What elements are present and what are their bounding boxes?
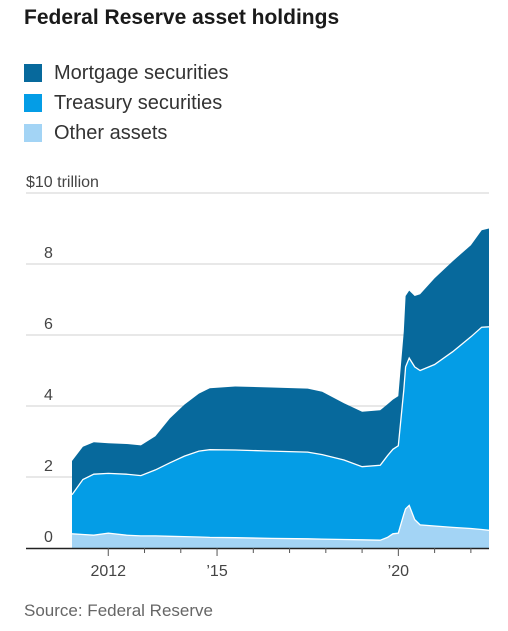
x-axis	[26, 547, 489, 556]
x-tick-label: ’20	[388, 563, 409, 580]
legend-item-treasury: Treasury securities	[24, 88, 229, 118]
series-boundary-line	[71, 326, 490, 496]
x-tick-label: 2012	[90, 563, 126, 580]
legend-item-mortgage: Mortgage securities	[24, 58, 229, 88]
legend-label-treasury: Treasury securities	[54, 91, 223, 114]
y-tick-label: 8	[44, 245, 53, 262]
legend-swatch-other	[24, 124, 42, 142]
source-note: Source: Federal Reserve	[24, 601, 213, 620]
area-series	[71, 228, 490, 548]
legend-swatch-mortgage	[24, 64, 42, 82]
y-tick-label: 4	[44, 387, 53, 404]
area-other-assets	[72, 505, 489, 548]
legend: Mortgage securities Treasury securities …	[24, 58, 229, 148]
legend-swatch-treasury	[24, 94, 42, 112]
y-tick-label: 6	[44, 316, 53, 333]
y-axis-unit-label: $10 trillion	[26, 174, 99, 191]
series-boundary-line	[71, 504, 490, 541]
axis-labels: $10 trillion 0 2 4 6 8 2012 ’15 ’20	[26, 174, 409, 580]
y-tick-label: 2	[44, 458, 53, 475]
legend-label-mortgage: Mortgage securities	[54, 61, 229, 84]
legend-label-other: Other assets	[54, 121, 168, 144]
area-treasury-securities	[72, 326, 489, 541]
legend-item-other: Other assets	[24, 118, 229, 148]
y-tick-label: 0	[44, 529, 53, 546]
area-mortgage-securities	[72, 228, 489, 495]
x-tick-label: ’15	[206, 563, 227, 580]
chart-title: Federal Reserve asset holdings	[24, 6, 340, 29]
